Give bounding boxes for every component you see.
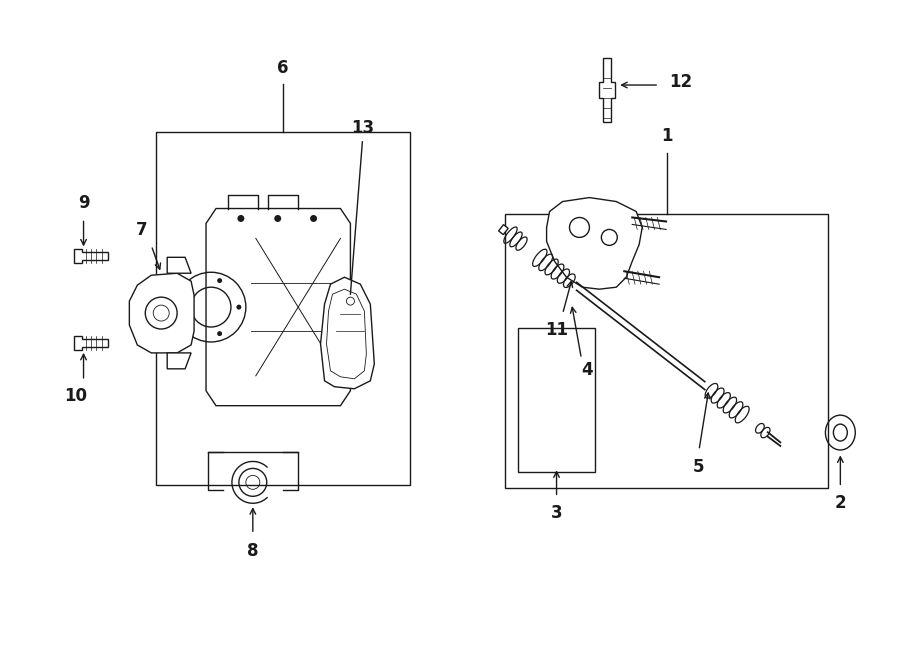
Circle shape: [217, 331, 222, 336]
Circle shape: [310, 215, 317, 222]
Bar: [157, 132, 410, 485]
Text: 4: 4: [581, 361, 593, 379]
Text: 6: 6: [277, 59, 289, 77]
Polygon shape: [499, 225, 508, 235]
Polygon shape: [74, 336, 108, 350]
Text: 3: 3: [551, 504, 562, 522]
Text: 9: 9: [77, 194, 89, 212]
Polygon shape: [130, 273, 194, 353]
Text: 12: 12: [669, 73, 692, 91]
Text: 2: 2: [834, 494, 846, 512]
Text: 11: 11: [545, 321, 568, 339]
Polygon shape: [599, 58, 616, 122]
Circle shape: [274, 215, 281, 222]
Bar: [505, 214, 828, 488]
Circle shape: [217, 278, 222, 283]
Circle shape: [186, 288, 191, 293]
Circle shape: [237, 305, 241, 309]
Polygon shape: [167, 257, 191, 273]
Text: 7: 7: [136, 221, 147, 239]
Text: 13: 13: [351, 119, 374, 137]
Polygon shape: [546, 198, 643, 289]
Text: 5: 5: [693, 459, 705, 477]
Polygon shape: [206, 208, 350, 406]
Polygon shape: [167, 353, 191, 369]
Circle shape: [186, 321, 191, 326]
Text: 10: 10: [64, 387, 87, 405]
Bar: [518, 328, 596, 473]
Circle shape: [238, 215, 245, 222]
Text: 8: 8: [248, 542, 258, 560]
Text: 1: 1: [661, 127, 672, 145]
Polygon shape: [327, 289, 366, 379]
Polygon shape: [320, 277, 374, 389]
Polygon shape: [74, 249, 108, 263]
